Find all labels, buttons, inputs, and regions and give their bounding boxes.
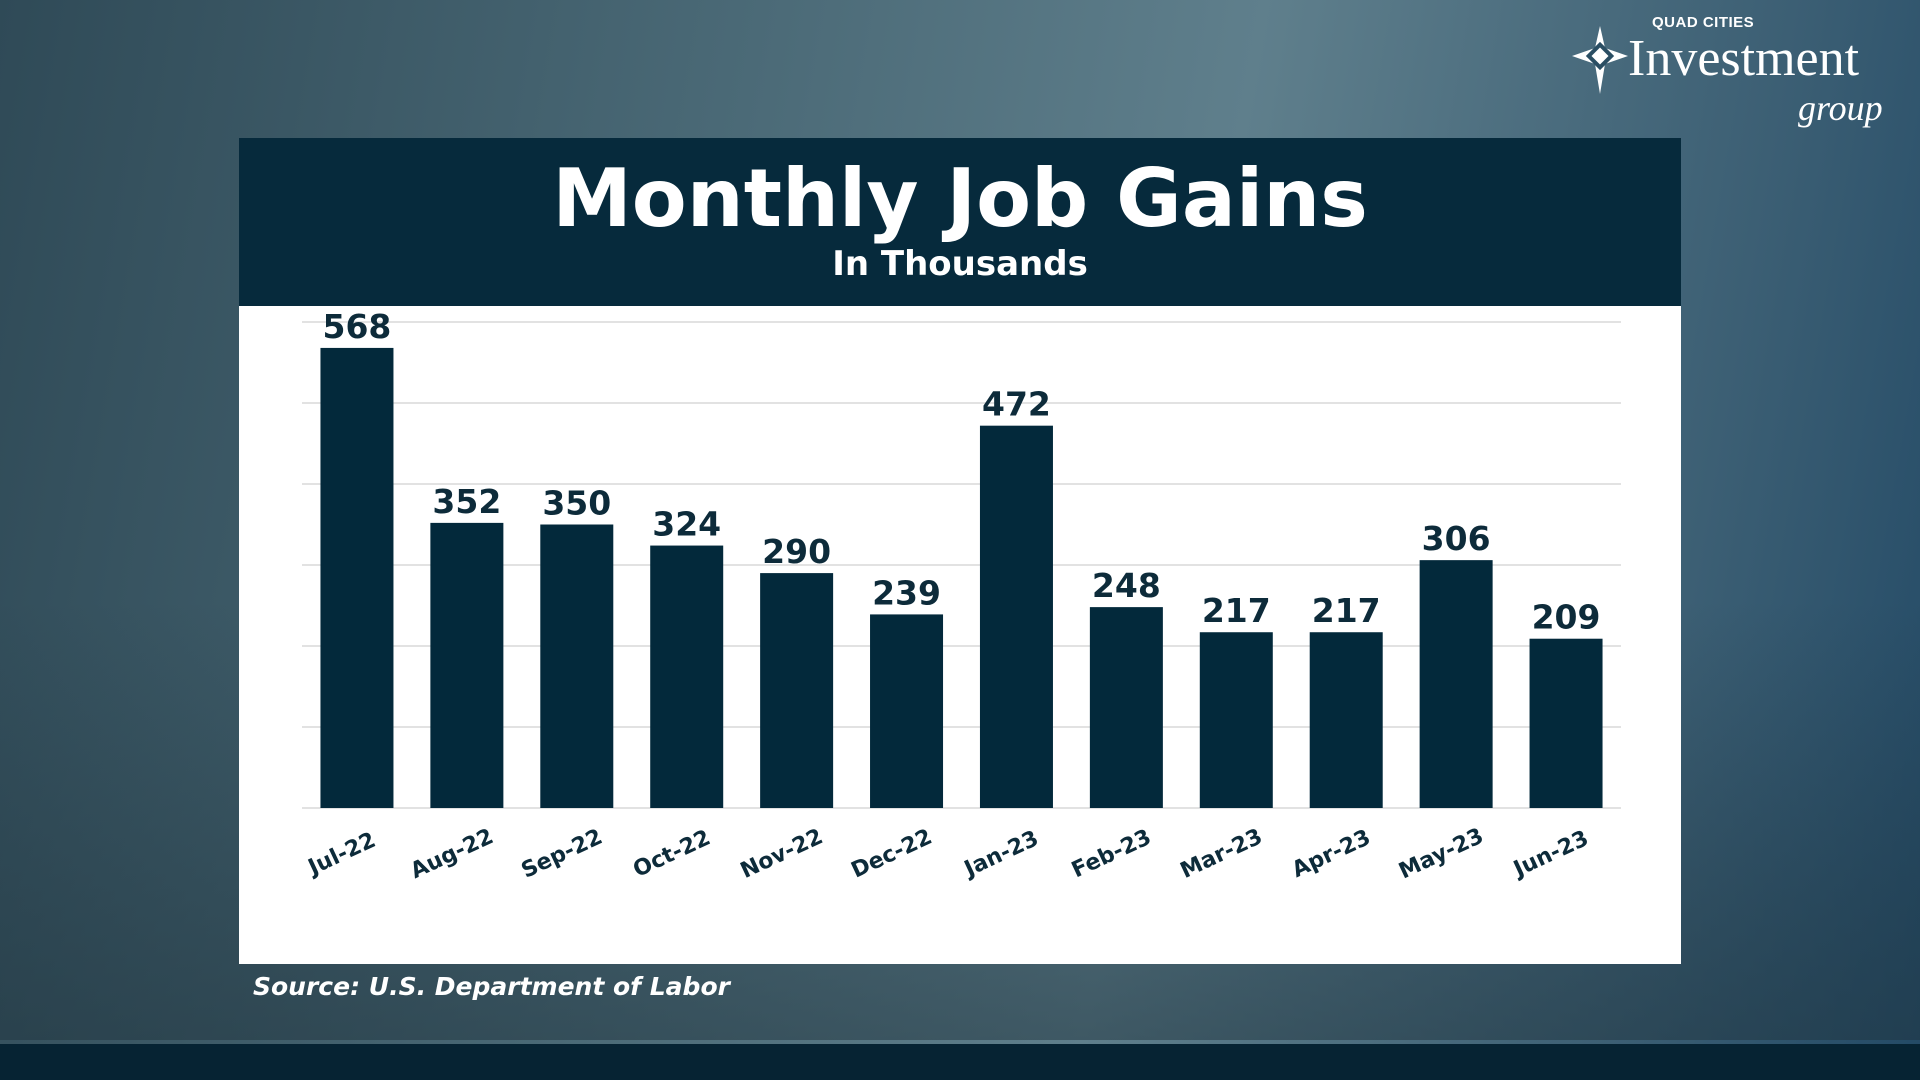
bottom-band [0,1044,1920,1080]
bar [1419,560,1493,808]
x-tick-label: Sep-22 [518,825,607,884]
data-label: 472 [982,385,1051,424]
bar [1199,632,1273,808]
bar [1309,632,1383,808]
source-note: Source: U.S. Department of Labor [253,972,730,1001]
bar [870,614,944,808]
data-label: 217 [1202,591,1271,630]
x-tick-label: Apr-23 [1288,825,1374,883]
data-label: 306 [1422,519,1491,558]
bar [320,347,394,808]
bar [650,545,724,808]
bar [1529,638,1603,808]
x-tick-label: Dec-22 [848,825,936,884]
data-label: 324 [652,505,721,544]
x-tick-label: Feb-23 [1068,825,1155,883]
x-tick-label: Jun-23 [1508,826,1592,883]
data-label: 290 [762,532,831,571]
logo-line3: group [1798,88,1883,128]
x-tick-label: Jul-22 [303,828,380,882]
bar [1089,607,1163,808]
x-tick-label: May-23 [1395,824,1487,885]
data-label: 568 [323,307,392,346]
star-icon [1572,26,1628,94]
data-label: 248 [1092,566,1161,605]
bar [979,425,1053,808]
bar [760,573,834,808]
bar [540,524,614,808]
logo-line2: Investment [1628,30,1860,87]
data-label: 217 [1312,591,1381,630]
x-tick-label: Oct-22 [630,825,715,882]
chart-panel: Monthly Job Gains In Thousands [239,138,1681,964]
data-label: 209 [1532,598,1601,637]
logo: QUAD CITIES Investment group [1570,14,1900,132]
x-tick-label: Nov-22 [737,824,827,884]
data-label: 352 [432,482,501,521]
bar [430,522,504,808]
data-label: 239 [872,573,941,612]
x-tick-label: Jan-23 [959,826,1042,883]
logo-line1: QUAD CITIES [1652,14,1755,31]
chart-subtitle: In Thousands [832,244,1088,284]
chart-header: Monthly Job Gains In Thousands [239,138,1681,306]
data-label: 350 [542,484,611,523]
chart-title: Monthly Job Gains [552,152,1368,245]
x-tick-label: Aug-22 [407,824,497,884]
x-tick-label: Mar-23 [1177,824,1267,884]
